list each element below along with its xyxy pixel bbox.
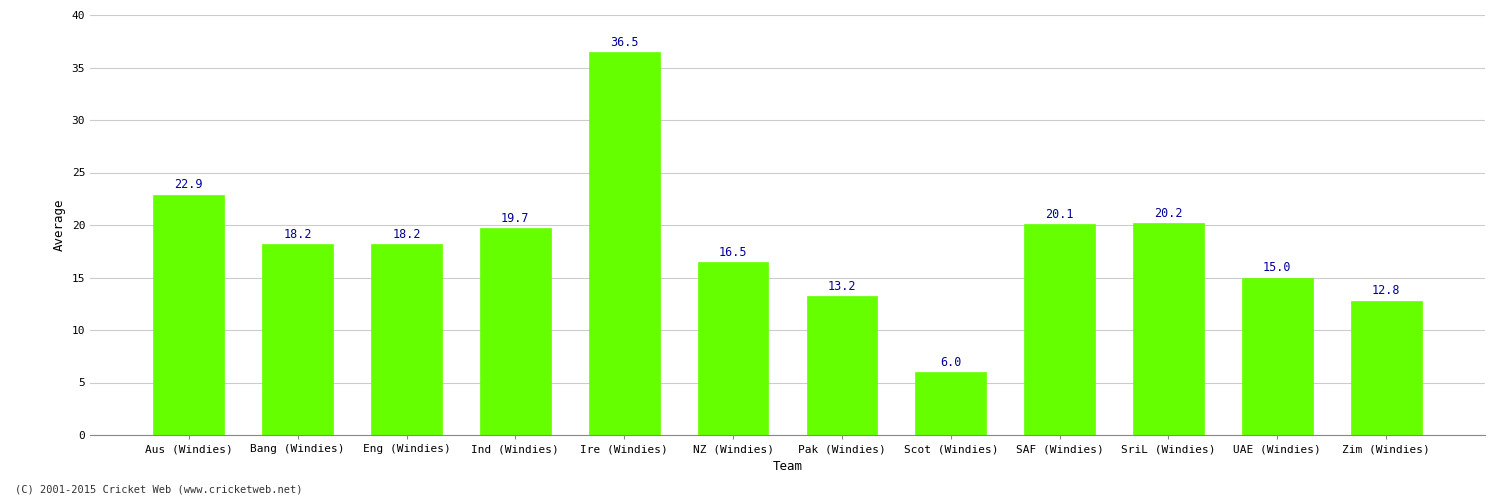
Bar	[915, 372, 986, 435]
Bar	[1132, 223, 1204, 435]
Bar	[1352, 300, 1422, 435]
Bar	[590, 52, 660, 435]
Text: 13.2: 13.2	[828, 280, 856, 293]
Text: 22.9: 22.9	[174, 178, 202, 192]
Bar	[1024, 224, 1095, 435]
X-axis label: Team: Team	[772, 460, 802, 472]
Bar	[698, 262, 768, 435]
Text: (C) 2001-2015 Cricket Web (www.cricketweb.net): (C) 2001-2015 Cricket Web (www.cricketwe…	[15, 485, 303, 495]
Text: 6.0: 6.0	[940, 356, 962, 369]
Y-axis label: Average: Average	[53, 198, 66, 251]
Text: 16.5: 16.5	[718, 246, 747, 258]
Bar	[480, 228, 550, 435]
Text: 12.8: 12.8	[1372, 284, 1401, 298]
Bar	[262, 244, 333, 435]
Text: 36.5: 36.5	[610, 36, 639, 49]
Text: 18.2: 18.2	[393, 228, 422, 241]
Bar	[153, 194, 224, 435]
Bar	[370, 244, 442, 435]
Text: 15.0: 15.0	[1263, 262, 1292, 274]
Bar	[1242, 278, 1312, 435]
Bar	[807, 296, 877, 435]
Text: 20.1: 20.1	[1046, 208, 1074, 221]
Text: 18.2: 18.2	[284, 228, 312, 241]
Text: 19.7: 19.7	[501, 212, 530, 225]
Text: 20.2: 20.2	[1154, 207, 1182, 220]
